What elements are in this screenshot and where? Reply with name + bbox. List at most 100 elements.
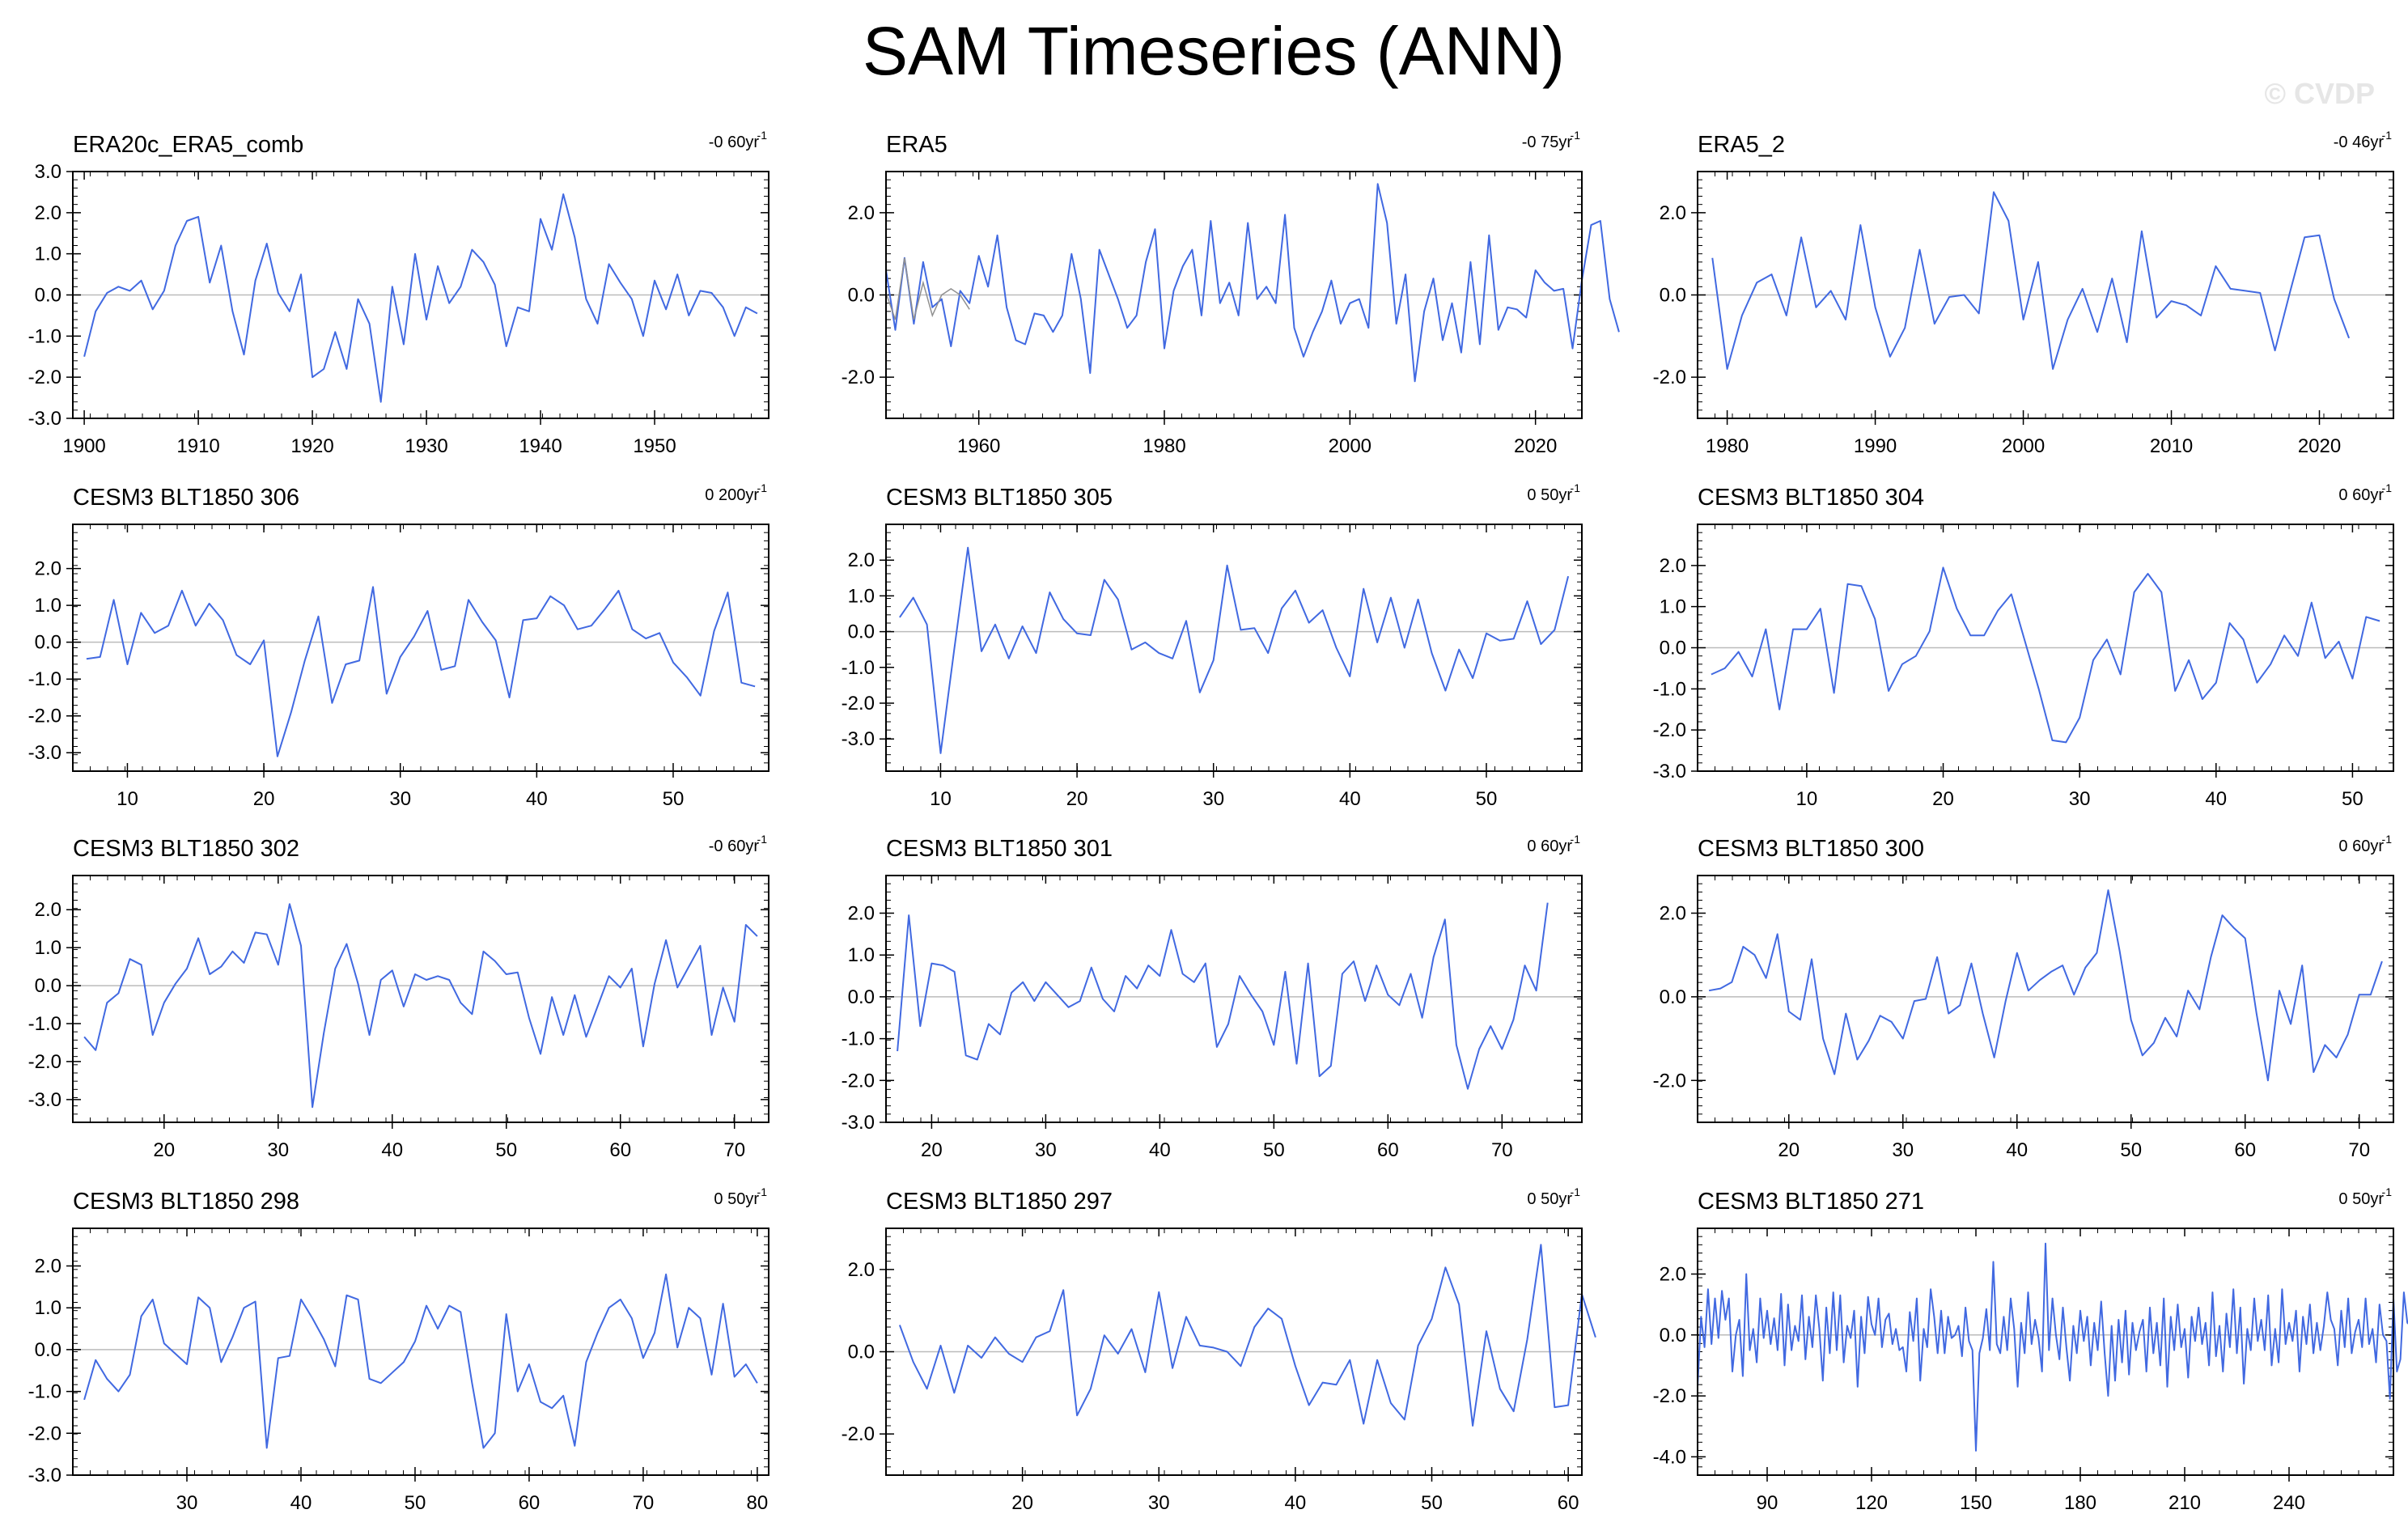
x-tick-label: 50	[2120, 1139, 2142, 1161]
x-tick-label: 30	[1892, 1139, 1914, 1161]
panel-1: ERA20c_ERA5_comb -0 60yr-1 3.0 2.0 1.0 0.0 -1.…	[28, 129, 769, 457]
series-line	[899, 546, 1570, 754]
x-tick-label: 50	[1421, 1492, 1443, 1514]
y-tick-label: 2.0	[35, 1256, 61, 1278]
y-tick-label: -2.0	[1653, 1070, 1686, 1092]
y-tick-label: -1.0	[842, 657, 875, 679]
y-tick-label: 0.0	[848, 1342, 875, 1363]
y-tick-label: 2.0	[848, 903, 875, 925]
x-tick-label: 30	[1202, 788, 1224, 810]
panel-title: CESM3 BLT1850 302	[73, 836, 299, 862]
trend-label: 0 60yr	[1527, 837, 1572, 855]
x-tick-label: 10	[117, 788, 138, 810]
y-tick-label: 2.0	[35, 202, 61, 224]
y-tick-label: 2.0	[35, 558, 61, 580]
panel-11: CESM3 BLT1850 297 0 50yr-1 2.0 0.0 -2.0 20 30 4…	[842, 1185, 1596, 1514]
plot-frame	[72, 524, 769, 772]
x-tick-label: 60	[519, 1492, 541, 1514]
series-line	[83, 903, 758, 1109]
panels: ERA20c_ERA5_comb -0 60yr-13.02.01.00.0-1.…	[28, 129, 2408, 1514]
y-tick-label: -4.0	[1653, 1446, 1686, 1468]
panel-2: ERA5 -0 75yr-1 2.0 0.0 -2.0 1960 1980 2000 2020	[842, 129, 1620, 457]
y-tick-label: 1.0	[35, 937, 61, 959]
x-tick-label: 60	[1558, 1492, 1579, 1514]
x-tick-label: 2010	[2150, 435, 2193, 457]
x-tick-label: 40	[1285, 1492, 1307, 1514]
x-tick-label: 10	[930, 788, 952, 810]
trend-exponent: -1	[2382, 833, 2393, 846]
x-tick-label: 1980	[1706, 435, 1749, 457]
series-line	[885, 183, 1620, 383]
plot-frame	[885, 1228, 1583, 1476]
y-tick-label: 0.0	[1660, 285, 1686, 307]
x-tick-label: 40	[290, 1492, 312, 1514]
x-tick-label: 240	[2273, 1492, 2305, 1514]
y-tick-label: 2.0	[35, 899, 61, 921]
y-tick-label: -2.0	[842, 1070, 875, 1092]
plot-frame	[885, 171, 1583, 419]
y-tick-label: -1.0	[842, 1028, 875, 1050]
y-tick-label: 0.0	[35, 1339, 61, 1361]
x-tick-label: 90	[1757, 1492, 1778, 1514]
y-tick-label: 2.0	[1660, 555, 1686, 577]
minor-ticks	[73, 524, 769, 771]
panel-title: CESM3 BLT1850 301	[886, 836, 1113, 862]
y-tick-label: 2.0	[1660, 202, 1686, 224]
y-tick-label: 2.0	[1660, 903, 1686, 925]
x-tick-label: 1990	[1854, 435, 1897, 457]
watermark: © CVDP	[2264, 77, 2375, 110]
trend-exponent: -1	[2382, 1185, 2393, 1198]
y-tick-label: -2.0	[842, 367, 875, 388]
y-tick-label: -2.0	[28, 1423, 61, 1444]
x-tick-label: 30	[389, 788, 411, 810]
minor-ticks	[73, 1228, 769, 1475]
y-tick-label: -2.0	[28, 1051, 61, 1073]
minor-ticks	[73, 876, 769, 1122]
x-tick-label: 50	[495, 1139, 517, 1161]
x-tick-label: 40	[381, 1139, 403, 1161]
y-tick-label: 2.0	[848, 1259, 875, 1281]
series-line	[1711, 191, 2351, 370]
trend-label: 0 200yr	[705, 486, 759, 504]
x-tick-label: 1980	[1143, 435, 1185, 457]
y-tick-label: -2.0	[1653, 719, 1686, 741]
y-tick-label: 2.0	[848, 549, 875, 571]
y-tick-label: -3.0	[1653, 761, 1686, 782]
x-tick-label: 180	[2064, 1492, 2096, 1514]
x-tick-label: 60	[2234, 1139, 2256, 1161]
y-tick-label: 0.0	[35, 975, 61, 997]
x-tick-label: 20	[253, 788, 275, 810]
y-tick-label: 2.0	[848, 202, 875, 224]
y-tick-label: 1.0	[1660, 596, 1686, 618]
x-tick-label: 50	[1476, 788, 1498, 810]
series-line	[86, 586, 756, 757]
panel-title: ERA5	[886, 132, 948, 158]
series-line	[1697, 1242, 2408, 1452]
y-tick-label: 0.0	[848, 621, 875, 643]
panel-5: CESM3 BLT1850 305 0 50yr-1 2.0 1.0 0.0 -1.0 -2…	[842, 481, 1583, 810]
trend-label: -0 60yr	[709, 134, 760, 151]
x-tick-label: 1900	[62, 435, 105, 457]
panel-title: ERA5_2	[1698, 132, 1785, 158]
x-tick-label: 150	[1960, 1492, 1992, 1514]
minor-ticks	[886, 524, 1582, 771]
y-tick-label: -2.0	[28, 367, 61, 388]
y-tick-label: 3.0	[35, 161, 61, 183]
x-tick-label: 1940	[519, 435, 562, 457]
trend-label: 0 60yr	[2338, 837, 2384, 855]
x-tick-label: 50	[663, 788, 685, 810]
y-tick-label: 0.0	[1660, 638, 1686, 659]
plot-frame	[1697, 875, 2394, 1123]
trend-label: -0 46yr	[2334, 134, 2385, 151]
series-line	[897, 902, 1549, 1090]
x-tick-label: 60	[609, 1139, 631, 1161]
x-tick-label: 30	[2069, 788, 2091, 810]
y-tick-label: 2.0	[1660, 1263, 1686, 1285]
x-tick-label: 20	[1778, 1139, 1800, 1161]
series-line	[898, 1244, 1596, 1427]
x-tick-label: 60	[1377, 1139, 1399, 1161]
plot-frame	[1697, 524, 2394, 772]
trend-exponent: -1	[2382, 481, 2393, 494]
panel-title: CESM3 BLT1850 305	[886, 485, 1113, 511]
x-tick-label: 30	[1148, 1492, 1170, 1514]
